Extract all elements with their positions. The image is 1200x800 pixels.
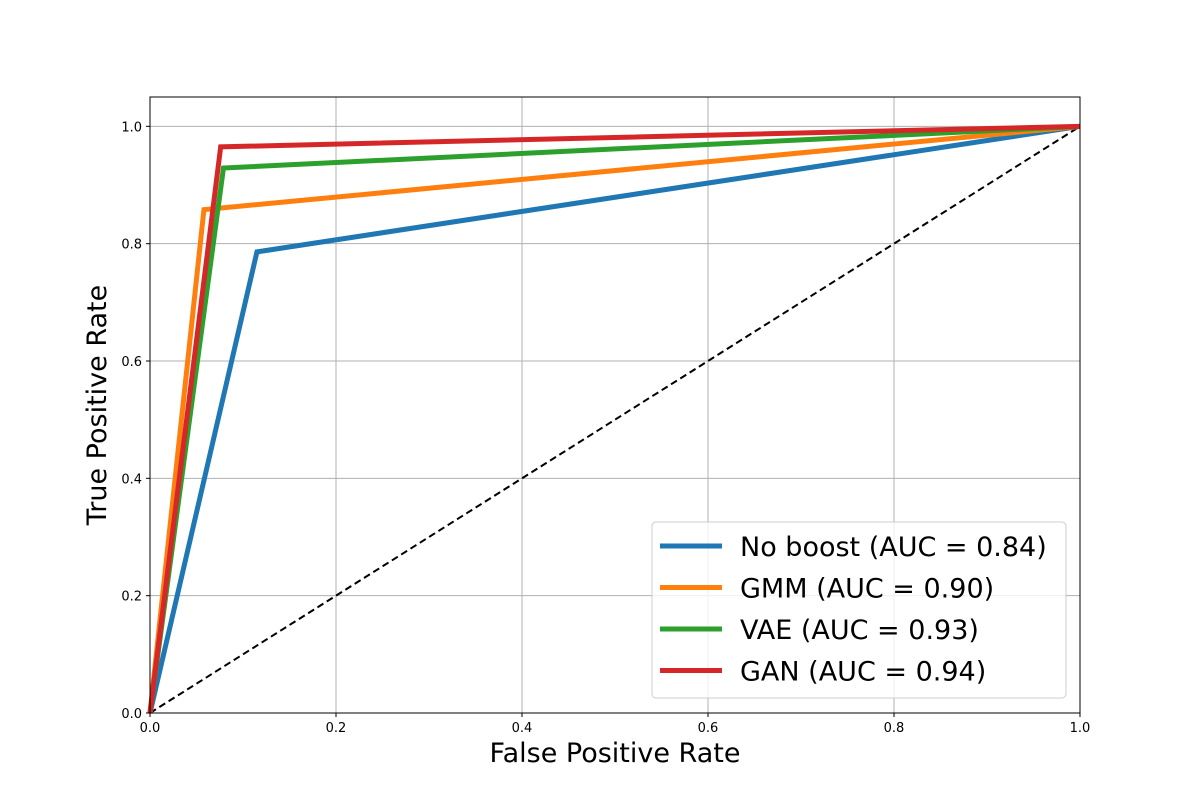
legend-label-1: GMM (AUC = 0.90) — [740, 574, 994, 605]
ticks: 0.0 0.2 0.4 0.6 0.8 1.0 0.0 0.2 0.4 0.6 0.8 1.0 — [121, 120, 1090, 736]
y-tick-label: 0.0 — [121, 707, 142, 722]
plot-frame — [149, 96, 1081, 714]
legend-frame — [651, 521, 1067, 699]
y-tick-label: 1.0 — [121, 120, 142, 135]
x-tick-label: 1.0 — [1070, 721, 1091, 736]
chance-reference-line — [149, 125, 1081, 714]
x-tick-label: 0.2 — [326, 721, 347, 736]
x-tick-label: 0.4 — [512, 721, 533, 736]
y-tick-label: 0.4 — [121, 472, 142, 487]
x-tick-label: 0.6 — [698, 721, 719, 736]
legend: No boost (AUC = 0.84) GMM (AUC = 0.90) VAE… — [651, 521, 1067, 699]
series-line-0 — [147, 123, 1081, 714]
reference-line-group — [149, 125, 1081, 714]
x-tick-label: 0.0 — [140, 721, 161, 736]
y-tick-label: 0.6 — [121, 355, 142, 370]
legend-label-0: No boost (AUC = 0.84) — [740, 532, 1047, 563]
y-tick-label: 0.8 — [121, 238, 142, 253]
y-axis-label: True Positive Rate — [82, 285, 113, 527]
series-group — [147, 123, 1081, 714]
x-tick-label: 0.8 — [884, 721, 905, 736]
series-line-3 — [147, 123, 1081, 714]
x-axis-label: False Positive Rate — [490, 738, 741, 769]
legend-label-2: VAE (AUC = 0.93) — [740, 615, 979, 646]
y-tick-label: 0.2 — [121, 590, 142, 605]
legend-label-3: GAN (AUC = 0.94) — [740, 657, 986, 688]
series-line-1 — [147, 123, 1081, 714]
